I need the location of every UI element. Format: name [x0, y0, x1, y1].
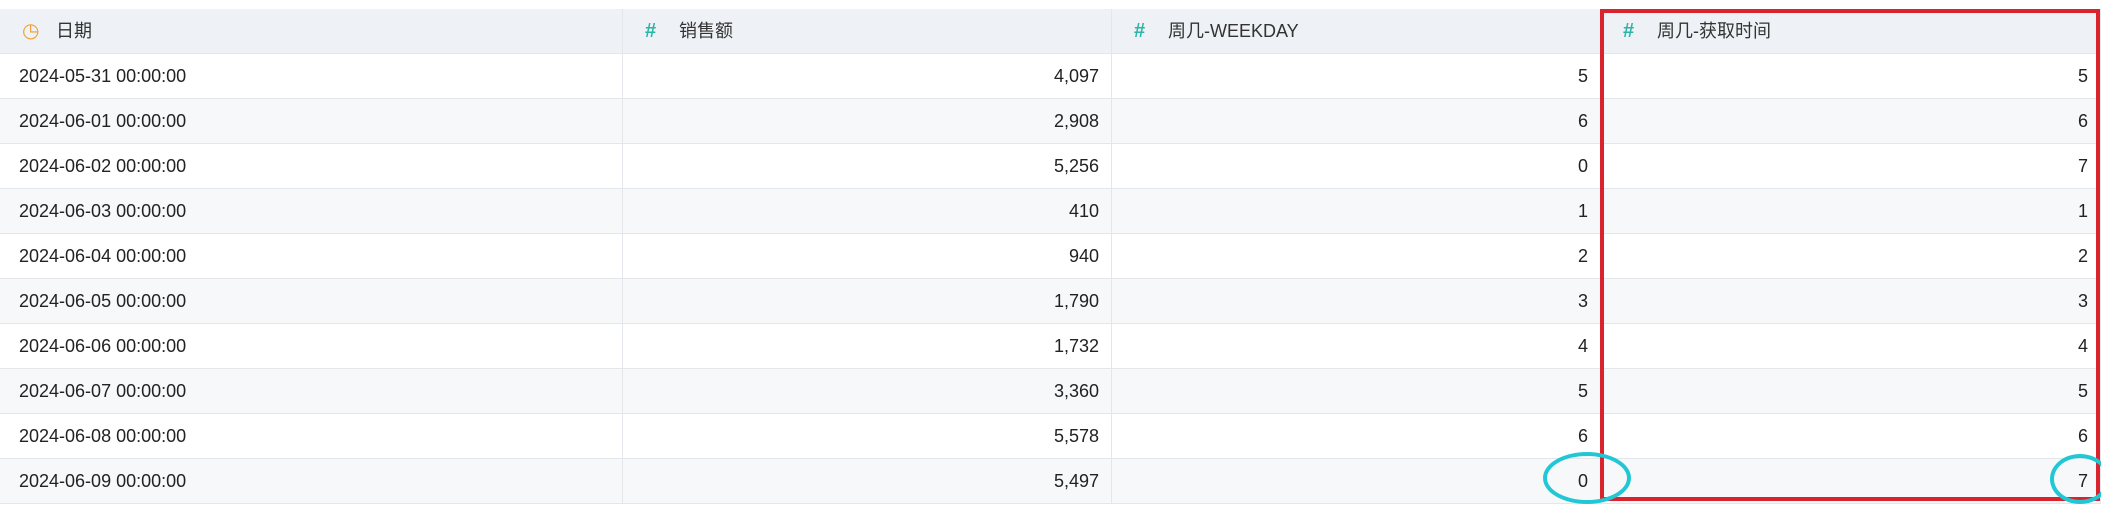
column-header: 日期 ◷ — [0, 9, 623, 54]
table-cell: 7 — [1601, 144, 2101, 189]
table-cell: 1 — [1601, 189, 2101, 234]
column-header: 周几-获取时间 # — [1601, 9, 2101, 54]
table-cell: 3 — [1112, 279, 1601, 324]
number-type-icon: # — [645, 20, 657, 42]
table-cell: 2024-06-08 00:00:00 — [0, 414, 623, 459]
table-cell: 2024-05-31 00:00:00 — [0, 54, 623, 99]
table-cell: 6 — [1601, 99, 2101, 144]
table-cell: 3,360 — [623, 369, 1112, 414]
table-cell: 5,497 — [623, 459, 1112, 504]
table-cell: 3 — [1601, 279, 2101, 324]
table-cell: 2024-06-03 00:00:00 — [0, 189, 623, 234]
table-cell: 5,256 — [623, 144, 1112, 189]
table-cell: 5 — [1112, 54, 1601, 99]
table-cell: 2024-06-06 00:00:00 — [0, 324, 623, 369]
table-cell: 0 — [1112, 144, 1601, 189]
number-type-icon: # — [1623, 20, 1635, 42]
table-cell: 1,790 — [623, 279, 1112, 324]
column-header: 周几-WEEKDAY # — [1112, 9, 1601, 54]
table-cell: 940 — [623, 234, 1112, 279]
table-cell: 2 — [1112, 234, 1601, 279]
table-cell: 4 — [1112, 324, 1601, 369]
table-cell: 1,732 — [623, 324, 1112, 369]
table-cell: 6 — [1112, 414, 1601, 459]
table-cell: 2024-06-04 00:00:00 — [0, 234, 623, 279]
table-cell: 2024-06-09 00:00:00 — [0, 459, 623, 504]
table-cell: 2024-06-01 00:00:00 — [0, 99, 623, 144]
table-cell: 2 — [1601, 234, 2101, 279]
column-header: 销售额 # — [623, 9, 1112, 54]
table-cell: 2024-06-07 00:00:00 — [0, 369, 623, 414]
table-cell: 1 — [1112, 189, 1601, 234]
table-cell: 6 — [1601, 414, 2101, 459]
number-type-icon: # — [1134, 20, 1146, 42]
table-cell: 2024-06-02 00:00:00 — [0, 144, 623, 189]
table-cell: 5,578 — [623, 414, 1112, 459]
table-cell: 7 — [1601, 459, 2101, 504]
table-cell: 2,908 — [623, 99, 1112, 144]
table-cell: 4,097 — [623, 54, 1112, 99]
table-cell: 2024-06-05 00:00:00 — [0, 279, 623, 324]
date-type-icon: ◷ — [22, 20, 40, 42]
table-cell: 5 — [1601, 54, 2101, 99]
table-cell: 410 — [623, 189, 1112, 234]
table-cell: 0 — [1112, 459, 1601, 504]
table-cell: 5 — [1112, 369, 1601, 414]
table-cell: 5 — [1601, 369, 2101, 414]
table-cell: 6 — [1112, 99, 1601, 144]
table-cell: 4 — [1601, 324, 2101, 369]
